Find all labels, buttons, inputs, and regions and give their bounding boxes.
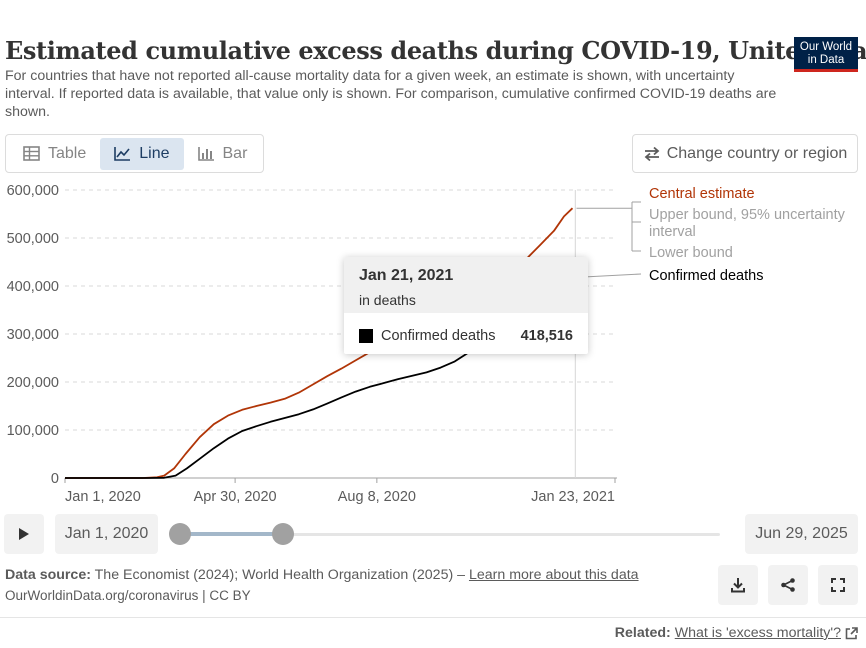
y-tick-label: 600,000 [7, 183, 59, 199]
play-icon [19, 528, 29, 540]
timeline-start-handle[interactable] [169, 523, 191, 545]
fullscreen-icon [831, 578, 845, 592]
owid-logo[interactable]: Our World in Data [794, 37, 858, 72]
external-link-icon [845, 626, 858, 639]
view-tabs: Table Line Bar [5, 134, 264, 173]
download-icon [731, 578, 745, 593]
legend-central-estimate: Central estimate [649, 186, 755, 202]
line-chart-icon [114, 147, 131, 161]
y-tick-label: 100,000 [7, 423, 59, 439]
share-button[interactable] [768, 565, 808, 605]
tooltip-value: 418,516 [520, 328, 573, 344]
tooltip-date: Jan 21, 2021 [359, 267, 454, 284]
share-icon [781, 578, 795, 592]
legend-connector [576, 201, 641, 252]
related-link[interactable]: What is 'excess mortality'? [674, 625, 841, 641]
tab-bar-label: Bar [222, 144, 248, 162]
footer-divider [0, 617, 866, 618]
y-tick-label: 500,000 [7, 231, 59, 247]
timeline-selected-range [180, 532, 283, 536]
logo-accent-bar [794, 69, 858, 72]
tab-table[interactable]: Table [9, 138, 100, 170]
related-prefix: Related: [614, 625, 671, 641]
legend-upper-bound-line-1: Upper bound, 95% uncertainty [649, 207, 846, 223]
data-source: Data source: The Economist (2024); World… [5, 567, 639, 583]
download-button[interactable] [718, 565, 758, 605]
confirmed-label-connector [581, 273, 642, 278]
y-tick-label: 400,000 [7, 279, 59, 295]
play-button[interactable] [4, 514, 44, 554]
tooltip-unit: in deaths [359, 292, 416, 308]
legend-lower-bound: Lower bound [649, 245, 733, 261]
related-article: Related: What is 'excess mortality'? [615, 625, 858, 641]
legend-upper-bound-line-2: interval [649, 224, 696, 240]
legend-confirmed-deaths: Confirmed deaths [649, 268, 763, 284]
source-url: OurWorldinData.org/coronavirus | CC BY [5, 588, 251, 603]
x-tick-label: Apr 30, 2020 [194, 489, 277, 505]
timeline-end-date[interactable]: Jun 29, 2025 [745, 514, 858, 554]
change-country-label: Change country or region [666, 144, 848, 162]
tab-table-label: Table [48, 144, 87, 162]
table-icon [23, 146, 40, 161]
swap-arrows-icon [644, 146, 660, 161]
y-tick-label: 200,000 [7, 375, 59, 391]
tab-line[interactable]: Line [100, 137, 184, 170]
timeline-start-date[interactable]: Jan 1, 2020 [55, 514, 158, 554]
tab-line-label: Line [139, 144, 170, 162]
tooltip-series-name: Confirmed deaths [381, 328, 496, 344]
source-prefix: Data source: [5, 567, 91, 583]
x-tick-label: Aug 8, 2020 [338, 489, 416, 505]
timeline-track [180, 533, 720, 536]
y-tick-label: 300,000 [7, 327, 59, 343]
fullscreen-button[interactable] [818, 565, 858, 605]
learn-more-link[interactable]: Learn more about this data [468, 567, 639, 583]
bar-chart-icon [197, 147, 214, 161]
line-chart: 0 100,000 200,000 300,000 400,000 500,000 600,… [7, 183, 846, 505]
chart-subtitle: For countries that have not reported all… [5, 68, 777, 120]
logo-line-1: Our World [799, 41, 853, 53]
chart-title: Estimated cumulative excess deaths durin… [5, 36, 866, 65]
timeline-end-handle[interactable] [271, 523, 294, 545]
tooltip-swatch [359, 329, 373, 343]
logo-line-2: in Data [807, 54, 845, 66]
timeline-slider[interactable] [169, 520, 722, 548]
chart-tooltip: Jan 21, 2021 in deaths Confirmed deaths … [344, 257, 588, 354]
source-text: The Economist (2024); World Health Organ… [94, 567, 469, 583]
y-tick-label: 0 [51, 471, 59, 487]
change-country-button[interactable]: Change country or region [632, 134, 858, 173]
x-tick-label: Jan 23, 2021 [531, 489, 615, 505]
tab-bar[interactable]: Bar [184, 138, 262, 170]
x-tick-label: Jan 1, 2020 [65, 489, 141, 505]
